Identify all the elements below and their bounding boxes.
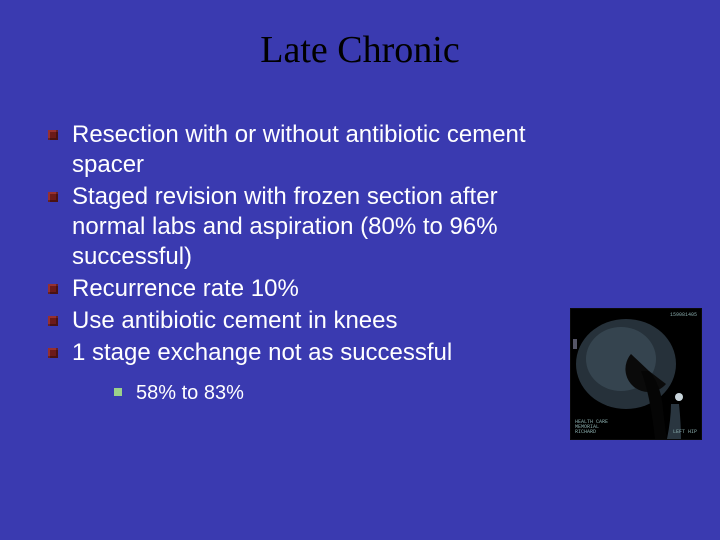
bullet-item: 1 stage exchange not as successful 58% t…: [48, 338, 570, 406]
bullet-text: Use antibiotic cement in knees: [72, 307, 398, 334]
bullet-item: Recurrence rate 10%: [48, 274, 570, 304]
sub-bullet-item: 58% to 83%: [114, 380, 570, 406]
bullet-text: 1 stage exchange not as successful: [72, 339, 452, 366]
xray-image: 159081405 LEFT HIP HEALTH CARE MEMORIAL …: [570, 308, 702, 440]
slide-body: Resection with or without antibiotic cem…: [48, 120, 570, 406]
slide-title: Late Chronic: [0, 28, 720, 72]
xray-overlay-name: RICHARD: [575, 430, 596, 436]
bullet-text: Staged revision with frozen section afte…: [72, 183, 498, 270]
bullet-list: Resection with or without antibiotic cem…: [48, 120, 570, 406]
xray-overlay-id: 159081405: [670, 313, 697, 319]
bullet-item: Staged revision with frozen section afte…: [48, 182, 570, 272]
bullet-text: Resection with or without antibiotic cem…: [72, 121, 526, 178]
sub-bullet-list: 58% to 83%: [114, 380, 570, 406]
bullet-text: Recurrence rate 10%: [72, 275, 299, 302]
bullet-item: Use antibiotic cement in knees: [48, 306, 570, 336]
xray-overlay-side: LEFT HIP: [673, 430, 697, 436]
bullet-item: Resection with or without antibiotic cem…: [48, 120, 570, 180]
sub-bullet-text: 58% to 83%: [136, 382, 244, 404]
